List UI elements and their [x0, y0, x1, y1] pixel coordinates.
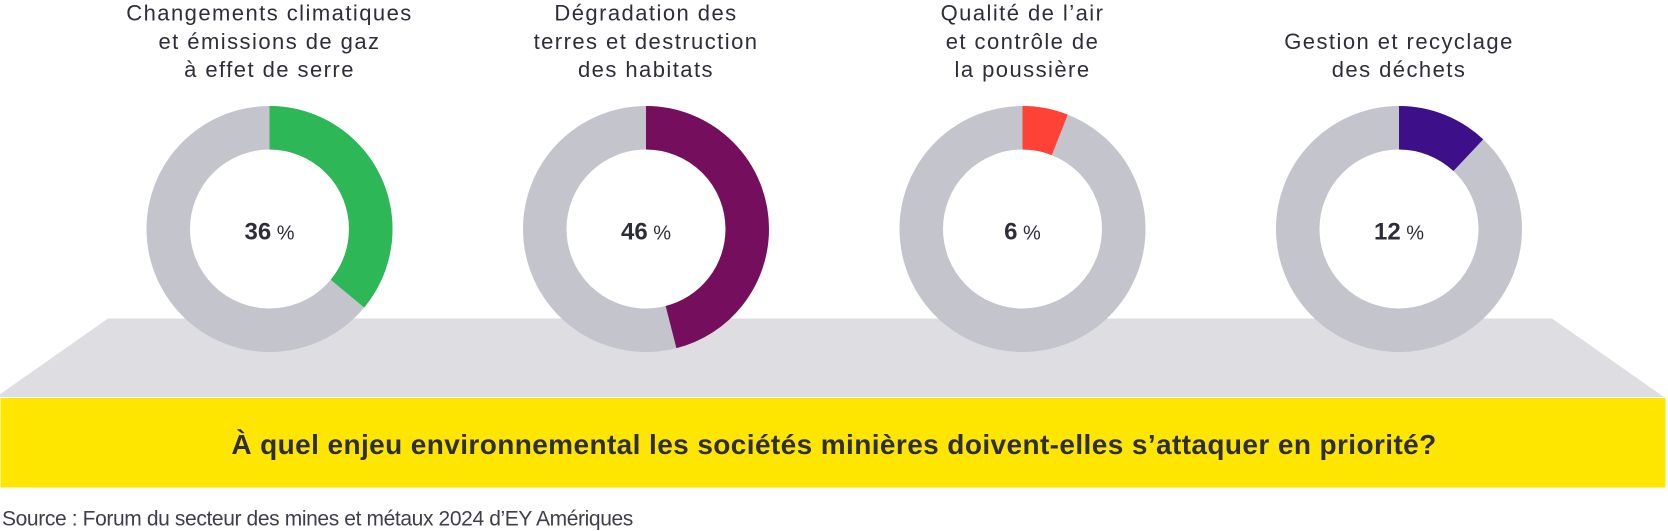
svg-text:12 %: 12 %: [1374, 219, 1424, 246]
svg-text:Changements climatiques: Changements climatiques: [126, 1, 412, 26]
svg-text:À quel enjeu environnemental l: À quel enjeu environnemental les société…: [231, 429, 1436, 460]
svg-text:la poussière: la poussière: [954, 57, 1090, 82]
svg-text:Qualité de l’air: Qualité de l’air: [941, 1, 1105, 26]
svg-text:des déchets: des déchets: [1332, 57, 1467, 82]
svg-text:6 %: 6 %: [1004, 219, 1041, 246]
svg-text:à effet de serre: à effet de serre: [184, 57, 355, 82]
svg-text:et contrôle de: et contrôle de: [946, 29, 1100, 54]
svg-text:Source : Forum du secteur des: Source : Forum du secteur des mines et m…: [2, 508, 633, 531]
svg-text:des habitats: des habitats: [578, 57, 714, 82]
svg-text:46 %: 46 %: [621, 219, 671, 246]
svg-text:et émissions de gaz: et émissions de gaz: [159, 29, 381, 54]
svg-text:36 %: 36 %: [244, 219, 294, 246]
svg-text:terres et destruction: terres et destruction: [534, 29, 759, 54]
svg-text:Dégradation des: Dégradation des: [554, 1, 737, 26]
svg-text:Gestion et recyclage: Gestion et recyclage: [1284, 29, 1514, 54]
